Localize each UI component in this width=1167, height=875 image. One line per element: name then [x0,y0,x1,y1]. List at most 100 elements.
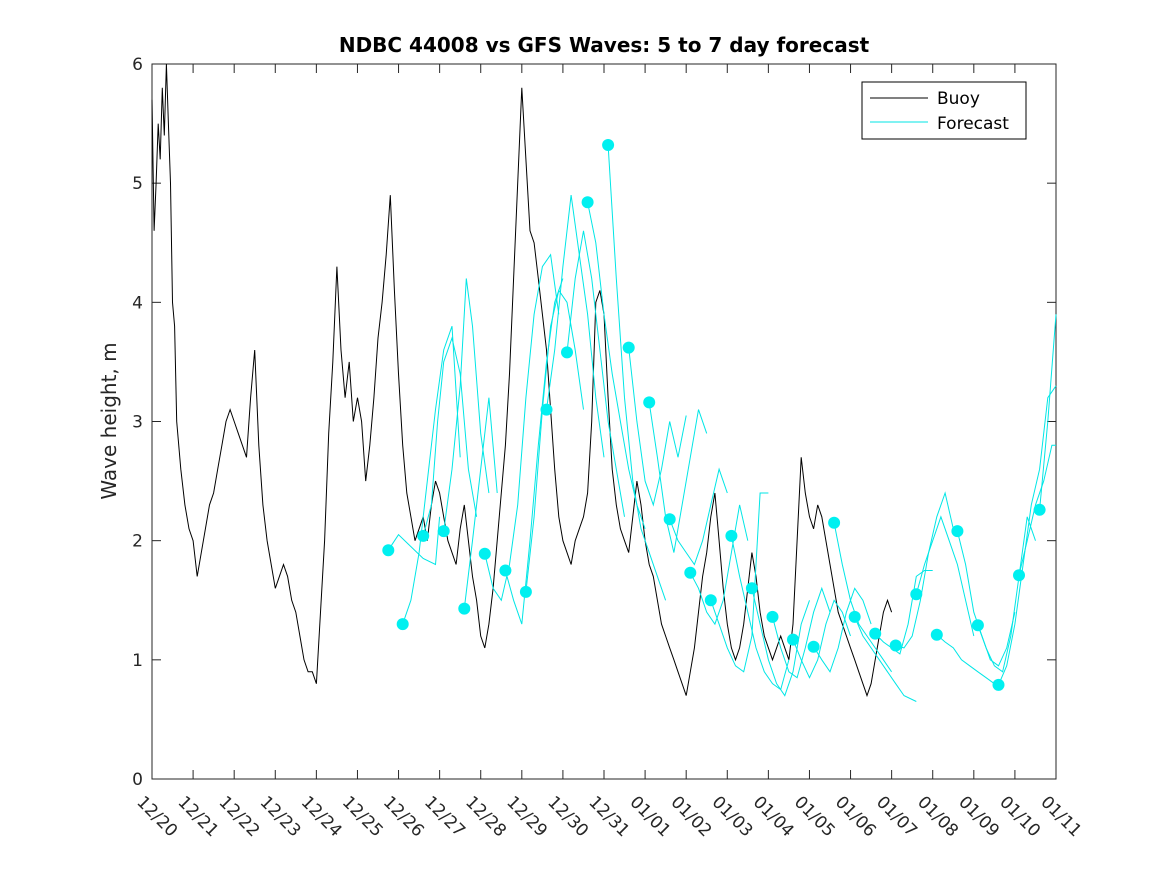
legend: Buoy Forecast [861,81,1027,140]
forecast-start-marker [889,639,902,652]
x-tick-label: 01/03 [708,792,757,841]
x-tick-label: 01/06 [831,792,880,841]
forecast-series-line [689,504,749,626]
forecast-series-line [710,492,769,673]
x-tick-label: 01/09 [954,792,1003,841]
x-tick-label: 12/22 [215,792,264,841]
forecast-start-marker [417,529,430,542]
forecast-start-marker [910,588,923,601]
forecast-start-marker [992,678,1005,691]
x-tick-label: 01/04 [749,792,798,841]
x-tick-label: 01/07 [872,792,921,841]
forecast-series-line [813,587,872,673]
y-tick-label: 4 [132,293,143,313]
forecast-start-marker [499,564,512,577]
y-tick-label: 0 [132,770,143,790]
x-tick-label: 01/11 [1036,792,1085,841]
forecast-series-line [443,278,490,532]
forecast-start-marker [602,139,615,151]
forecast-start-marker [828,516,841,529]
forecast-start-marker [725,529,738,542]
x-tick-label: 01/02 [667,792,716,841]
forecast-series-line [387,516,441,566]
forecast-start-marker [951,525,964,538]
forecast-start-marker [643,396,656,409]
forecast-start-marker [848,610,861,623]
forecast-series-line [669,467,728,566]
x-tick-label: 12/23 [256,792,305,841]
x-tick-label: 01/05 [790,792,839,841]
forecast-series-line [833,522,893,673]
x-tick-label: 01/10 [995,792,1044,841]
forecast-start-marker [745,582,758,595]
y-tick-label: 3 [132,413,143,433]
chart-title: NDBC 44008 vs GFS Waves: 5 to 7 day fore… [339,33,870,57]
forecast-start-marker [382,544,395,557]
forecast-start-marker [1033,503,1046,516]
forecast-series-line [792,599,851,679]
x-tick-label: 12/21 [174,792,223,841]
forecast-start-marker [704,594,717,607]
forecast-start-marker [766,610,779,623]
forecast-start-marker [561,346,573,359]
y-tick-label: 6 [132,55,143,75]
legend-forecast-label: Forecast [937,114,1009,134]
forecast-series-line [772,586,831,679]
x-tick-label: 01/08 [913,792,962,841]
forecast-series-line [422,336,478,537]
y-axis-label: Wave height, m [97,342,121,499]
forecast-series-line [463,397,498,609]
x-tick-label: 12/20 [132,792,181,841]
x-tick-label: 12/26 [379,792,428,841]
forecast-start-marker [1013,569,1025,582]
forecast-start-marker [540,403,553,416]
x-tick-label: 12/28 [461,792,510,841]
forecast-start-marker [519,585,532,598]
forecast-series-line [936,634,995,685]
forecast-series-line [751,588,810,697]
forecast-series-line [998,385,1057,686]
forecast-start-marker [437,525,450,538]
forecast-series-line [874,570,933,655]
y-tick-label: 1 [132,651,143,671]
x-tick-label: 12/25 [338,792,387,841]
forecast-series-line [977,516,1036,673]
forecast-start-marker [581,196,594,209]
forecast-series-line [607,144,667,601]
forecast-start-marker [787,633,799,646]
forecast-start-marker [869,627,882,640]
forecast-series-line [854,616,917,702]
legend-box [861,81,1027,140]
legend-buoy-label: Buoy [937,89,980,109]
axes-box [151,63,1057,780]
plot-area: 012345612/2012/2112/2212/2312/2412/2512/… [132,55,1085,841]
y-tick-label: 2 [132,532,143,552]
forecast-series-line [915,515,975,637]
x-tick-label: 01/01 [626,792,675,841]
forecast-series-line [1018,444,1056,576]
forecast-series-line [628,347,687,507]
x-tick-label: 12/31 [584,792,633,841]
x-tick-label: 12/27 [420,792,469,841]
x-tick-label: 12/24 [297,792,346,841]
forecast-series-line [1039,314,1057,510]
y-tick-label: 5 [132,174,143,194]
x-tick-label: 12/30 [543,792,592,841]
forecast-start-marker [396,618,409,631]
forecast-series-line [566,230,625,517]
forecast-start-marker [971,619,984,632]
x-tick-label: 12/29 [502,792,551,841]
forecast-start-marker [930,628,943,641]
forecast-start-marker [478,547,491,560]
forecast-series-line [546,195,605,458]
forecast-start-marker [684,566,697,579]
forecast-start-marker [622,341,635,354]
forecast-start-marker [458,602,471,615]
forecast-series-line [402,326,461,625]
forecast-series-line [648,402,708,553]
forecast-series-line [525,289,584,592]
forecast-start-marker [807,640,820,653]
forecast-series-line [895,491,954,649]
buoy-series-line [151,63,893,698]
